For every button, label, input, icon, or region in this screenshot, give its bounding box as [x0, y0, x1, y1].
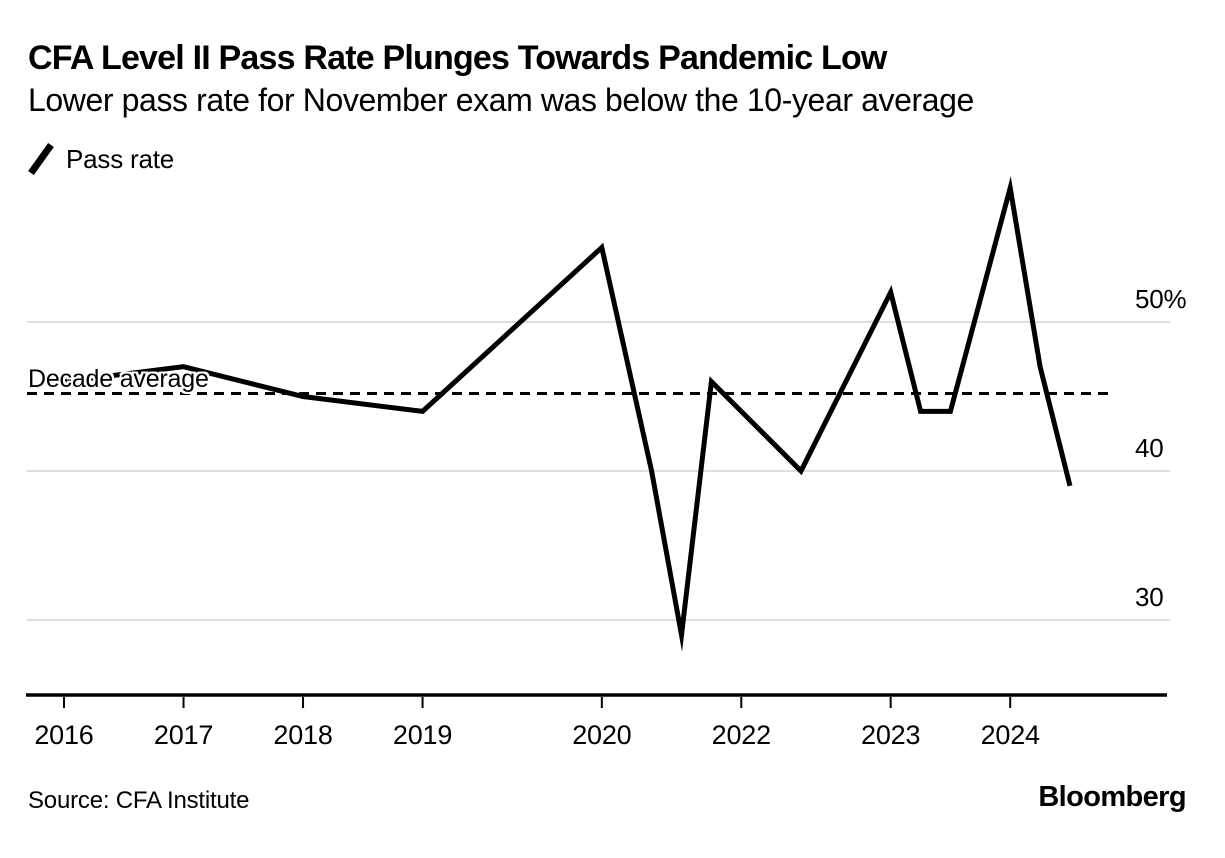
chart-title: CFA Level II Pass Rate Plunges Towards P… — [28, 39, 887, 77]
legend: Pass rate — [28, 142, 174, 176]
chart-subtitle: Lower pass rate for November exam was be… — [28, 82, 974, 118]
bloomberg-logo: Bloomberg — [1038, 781, 1186, 813]
x-tick-label: 2024 — [981, 720, 1040, 750]
y-tick-label: 50% — [1135, 284, 1187, 314]
x-tick-label: 2020 — [572, 720, 631, 750]
y-tick-label: 40 — [1135, 433, 1164, 463]
pass-rate-line — [63, 176, 1073, 652]
x-tick-label: 2018 — [273, 720, 332, 750]
x-tick-label: 2023 — [861, 720, 920, 750]
x-tick-label: 2022 — [712, 720, 771, 750]
x-tick-label: 2017 — [154, 720, 213, 750]
y-tick-label: 30 — [1135, 582, 1164, 612]
reference-line-label: Decade average — [28, 365, 209, 393]
line-slash-icon — [28, 142, 54, 176]
legend-label: Pass rate — [66, 143, 175, 174]
x-tick-label: 2019 — [393, 720, 452, 750]
x-tick-label: 2016 — [34, 720, 93, 750]
source-credit: Source: CFA Institute — [28, 787, 250, 814]
